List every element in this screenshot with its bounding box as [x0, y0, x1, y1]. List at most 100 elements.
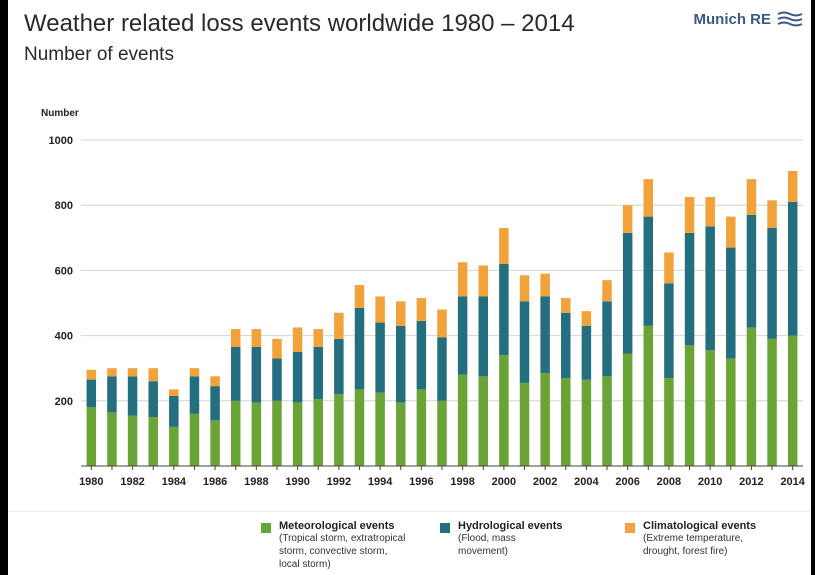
- chart-title: Weather related loss events worldwide 19…: [24, 10, 575, 37]
- bar-meteorological-2004: [581, 379, 592, 466]
- bar-hydrological-1993: [354, 307, 365, 390]
- bar-hydrological-2014: [787, 201, 798, 336]
- x-tick-label: 1994: [368, 476, 393, 488]
- bar-hydrological-1997: [437, 337, 447, 401]
- bar-climatological-2002: [540, 273, 550, 297]
- bar-hydrological-1990: [292, 351, 303, 403]
- bar-climatological-1983: [148, 368, 158, 382]
- bar-meteorological-1998: [457, 374, 468, 466]
- x-tick-label: 2002: [533, 476, 557, 488]
- bar-meteorological-1992: [334, 394, 344, 466]
- bar-climatological-1997: [437, 309, 447, 338]
- bar-hydrological-1998: [457, 296, 468, 375]
- bar-hydrological-1982: [127, 376, 138, 416]
- bar-hydrological-1996: [416, 320, 427, 390]
- bar-hydrological-1999: [478, 296, 489, 377]
- bar-hydrological-2008: [664, 283, 674, 378]
- bar-hydrological-1981: [107, 376, 117, 413]
- bar-hydrological-1989: [272, 358, 282, 401]
- legend-desc: movement): [458, 546, 509, 557]
- bar-hydrological-1983: [148, 381, 158, 418]
- x-tick-label: 1996: [409, 476, 433, 488]
- legend-desc: (Extreme temperature,: [643, 533, 744, 544]
- bar-meteorological-2002: [540, 373, 550, 466]
- bar-climatological-1998: [457, 262, 468, 297]
- bar-meteorological-1987: [230, 400, 241, 466]
- bar-meteorological-1995: [395, 402, 406, 466]
- bar-climatological-1996: [416, 298, 427, 321]
- bar-meteorological-2013: [767, 338, 777, 466]
- x-tick-label: 2004: [574, 476, 599, 488]
- chart-subtitle: Number of events: [24, 44, 174, 65]
- bar-meteorological-2007: [643, 325, 654, 466]
- y-tick-label: 800: [55, 200, 73, 212]
- bar-meteorological-2000: [499, 355, 509, 466]
- bar-climatological-1981: [107, 368, 117, 377]
- legend-desc: drought, forest fire): [643, 546, 728, 557]
- bar-hydrological-2005: [602, 301, 612, 377]
- bar-hydrological-1995: [395, 325, 406, 403]
- bar-climatological-1995: [395, 301, 406, 326]
- bar-meteorological-2003: [561, 377, 571, 466]
- legend-label: Climatological events: [643, 520, 757, 532]
- bar-meteorological-1980: [86, 407, 97, 466]
- x-tick-label: 1982: [120, 476, 144, 488]
- legend-swatch-climatological: [625, 523, 635, 533]
- bar-hydrological-1987: [230, 347, 241, 401]
- y-axis-label: Number: [41, 108, 79, 119]
- legend-desc: (Flood, mass: [458, 533, 516, 544]
- bar-hydrological-2007: [643, 216, 654, 326]
- bar-hydrological-1992: [334, 338, 344, 395]
- bar-hydrological-2013: [767, 228, 777, 339]
- bar-climatological-2012: [746, 179, 757, 215]
- legend-desc: (Tropical storm, extratropical: [279, 533, 406, 544]
- bar-hydrological-1991: [313, 347, 323, 400]
- bar-meteorological-2012: [746, 327, 757, 466]
- x-tick-label: 1998: [450, 476, 474, 488]
- bar-hydrological-2001: [519, 301, 530, 383]
- bar-meteorological-1985: [189, 413, 200, 466]
- legend-label: Meteorological events: [279, 520, 395, 532]
- y-tick-label: 200: [55, 396, 73, 408]
- bar-climatological-1990: [292, 327, 303, 352]
- bar-climatological-2007: [643, 179, 654, 217]
- bar-climatological-2011: [726, 216, 736, 248]
- bar-climatological-1985: [189, 368, 200, 377]
- bar-climatological-1989: [272, 338, 282, 359]
- x-tick-label: 2000: [492, 476, 516, 488]
- bar-meteorological-2009: [684, 345, 695, 466]
- legend-swatch-hydrological: [440, 523, 450, 533]
- bar-climatological-2004: [581, 311, 592, 326]
- x-tick-label: 1988: [244, 476, 268, 488]
- munich-re-logo: Munich RE: [694, 10, 804, 28]
- bar-climatological-2013: [767, 200, 777, 229]
- legend-desc: storm, convective storm,: [279, 546, 388, 557]
- bar-meteorological-1994: [375, 392, 385, 466]
- bar-hydrological-1984: [169, 395, 179, 427]
- bar-hydrological-2012: [746, 214, 757, 328]
- bar-climatological-2000: [499, 228, 509, 264]
- x-tick-label: 1980: [79, 476, 103, 488]
- legend-label: Hydrological events: [458, 520, 563, 532]
- legend-desc: local storm): [279, 559, 331, 570]
- bar-climatological-1980: [86, 369, 97, 380]
- bar-climatological-1986: [210, 376, 220, 387]
- bar-meteorological-1999: [478, 376, 489, 466]
- bar-climatological-2010: [705, 197, 715, 227]
- bar-hydrological-2000: [499, 263, 509, 356]
- bar-hydrological-2003: [561, 312, 571, 378]
- bar-meteorological-1986: [210, 420, 220, 466]
- bar-climatological-1982: [127, 368, 138, 377]
- bar-hydrological-2004: [581, 325, 592, 380]
- bar-meteorological-1981: [107, 412, 117, 466]
- bar-climatological-1992: [334, 312, 344, 339]
- x-tick-label: 1990: [285, 476, 309, 488]
- bar-meteorological-2006: [622, 353, 633, 466]
- bar-hydrological-1985: [189, 376, 200, 414]
- legend-item-climatological: Climatological events (Extreme temperatu…: [625, 520, 756, 558]
- bar-hydrological-2010: [705, 226, 715, 351]
- bar-hydrological-2011: [726, 247, 736, 359]
- bar-meteorological-1991: [313, 399, 323, 466]
- bar-meteorological-1982: [127, 415, 138, 466]
- x-tick-label: 2014: [780, 476, 805, 488]
